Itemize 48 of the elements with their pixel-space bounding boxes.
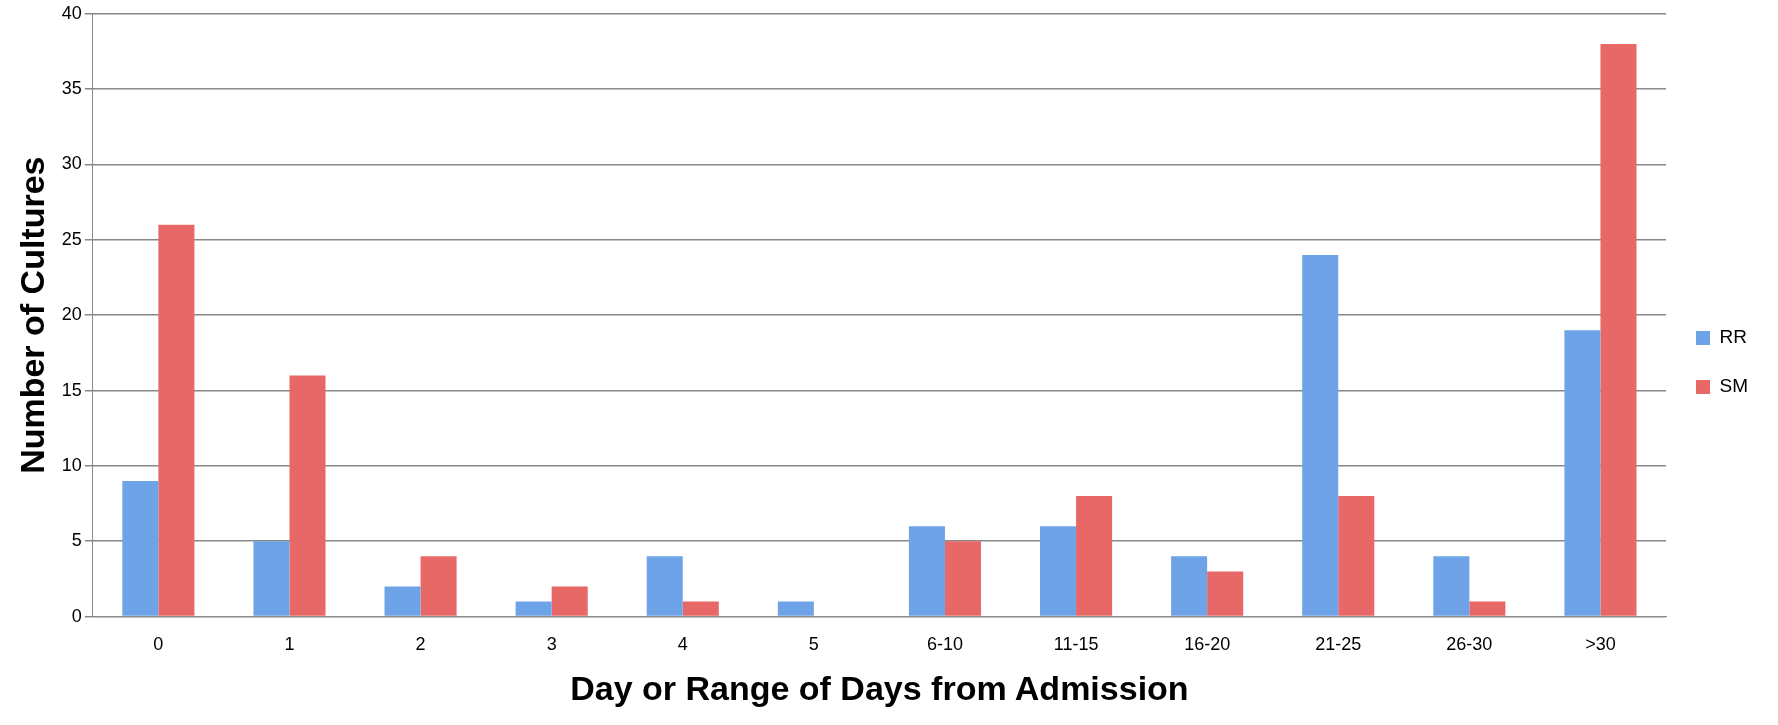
bar	[122, 480, 159, 616]
x-tick-label: 4	[677, 634, 688, 655]
bar	[1433, 556, 1470, 616]
legend-label: RR	[1719, 326, 1747, 348]
x-axis-title: Day or Range of Days from Admission	[570, 668, 1189, 707]
y-tick-label: 40	[61, 2, 82, 23]
bar	[944, 541, 982, 616]
bar	[1171, 556, 1208, 616]
bar	[1338, 496, 1375, 616]
bar	[1600, 43, 1637, 616]
bar	[551, 586, 588, 616]
bar	[908, 526, 945, 616]
bar	[158, 224, 195, 616]
x-tick-label: >30	[1585, 634, 1616, 655]
x-tick-label: 6-10	[926, 634, 963, 655]
x-tick-label: 2	[415, 634, 426, 655]
bar	[1076, 496, 1113, 616]
bar	[777, 601, 814, 616]
bar	[253, 541, 290, 616]
bar	[646, 556, 683, 616]
x-tick-label: 11-15	[1053, 634, 1099, 655]
x-tick-label: 21-25	[1315, 634, 1362, 655]
x-tick-label: 0	[153, 634, 164, 655]
legend-label: SM	[1719, 375, 1748, 397]
y-tick-label: 35	[61, 78, 82, 99]
bar	[682, 601, 719, 616]
bar	[1207, 571, 1244, 616]
bar	[1469, 601, 1506, 616]
bar	[1040, 526, 1077, 616]
bar	[384, 586, 421, 616]
bar	[420, 556, 457, 616]
x-tick-label: 1	[284, 634, 295, 655]
y-tick-label: 10	[61, 454, 82, 475]
bar	[1302, 254, 1339, 616]
x-tick-label: 26-30	[1446, 634, 1493, 655]
bar	[1564, 330, 1601, 616]
y-tick-label: 25	[61, 228, 82, 249]
y-tick-label: 30	[61, 153, 82, 174]
y-axis-title: Number of Cultures	[12, 156, 51, 474]
x-tick-label: 3	[546, 634, 557, 655]
bar	[289, 375, 326, 616]
bar	[515, 601, 552, 616]
y-tick-label: 20	[61, 304, 82, 325]
x-tick-label: 5	[808, 634, 819, 655]
y-tick-label: 5	[71, 530, 82, 551]
x-tick-label: 16-20	[1184, 634, 1231, 655]
y-tick-label: 0	[71, 605, 82, 626]
y-tick-label: 15	[61, 379, 82, 400]
